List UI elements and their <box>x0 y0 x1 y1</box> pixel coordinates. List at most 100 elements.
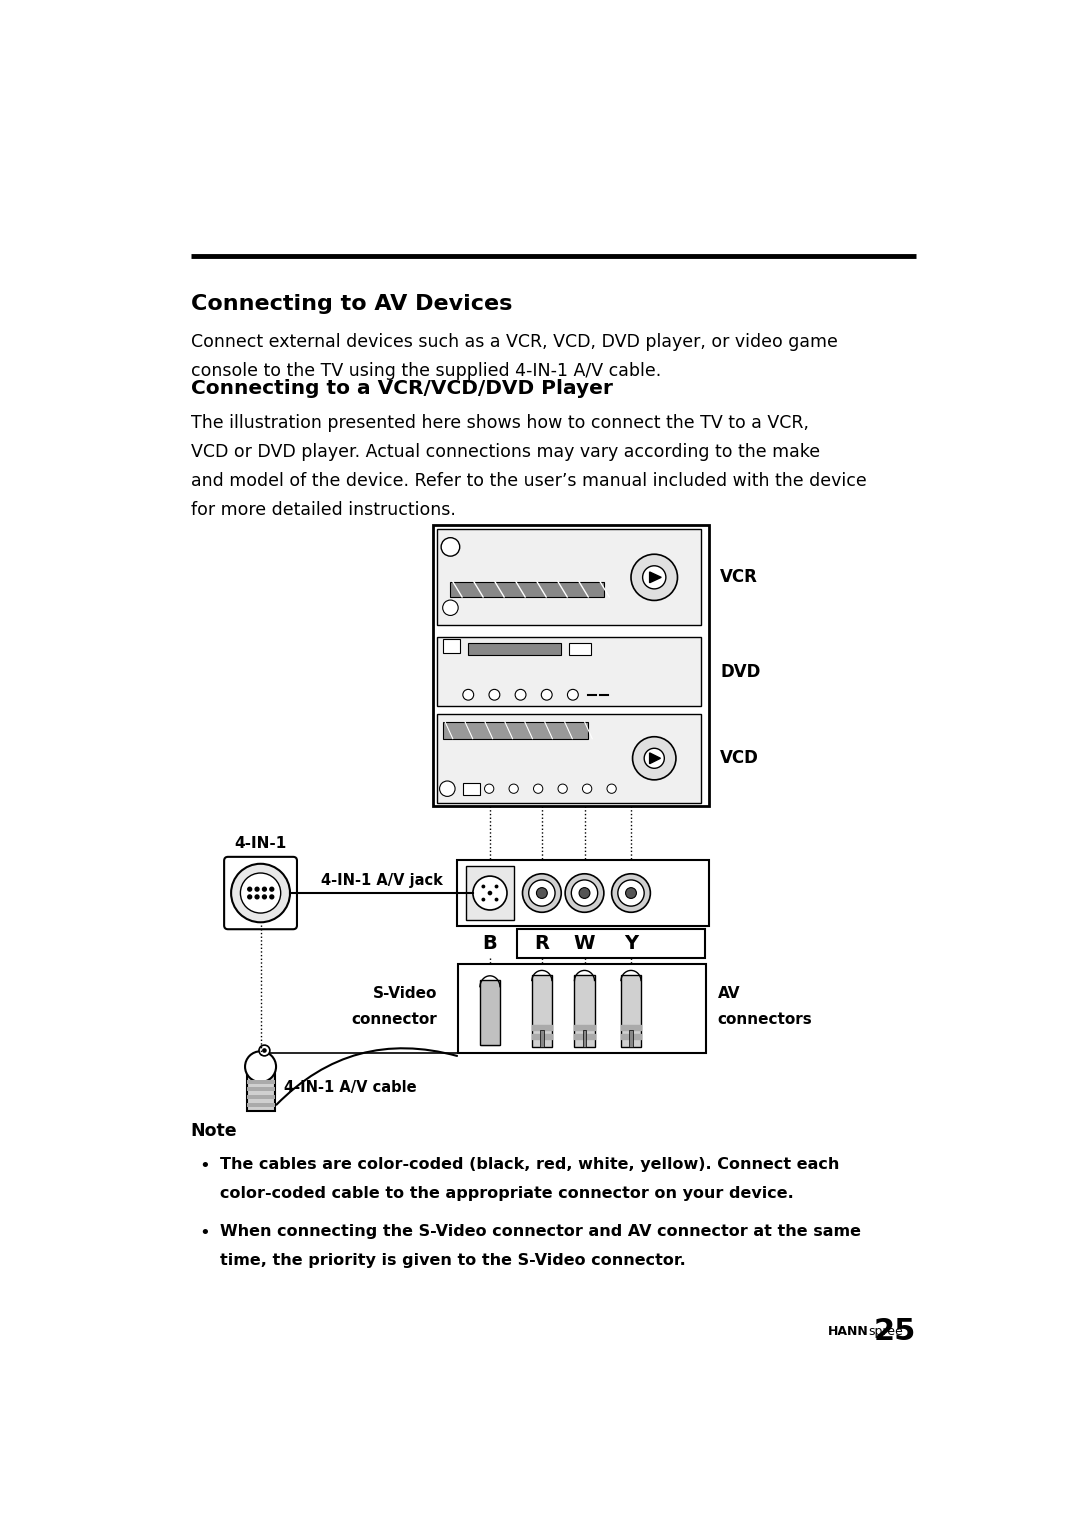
Circle shape <box>440 781 455 797</box>
Text: S-Video: S-Video <box>373 986 437 1001</box>
Circle shape <box>489 690 500 700</box>
Text: time, the priority is given to the S-Video connector.: time, the priority is given to the S-Vid… <box>220 1254 686 1269</box>
Bar <box>621 976 642 1047</box>
Circle shape <box>537 888 548 899</box>
FancyBboxPatch shape <box>225 856 297 930</box>
Text: AV: AV <box>718 986 740 1001</box>
Bar <box>569 644 591 654</box>
Circle shape <box>262 894 267 899</box>
Circle shape <box>565 873 604 913</box>
Polygon shape <box>649 572 661 583</box>
Bar <box>246 1079 274 1084</box>
Circle shape <box>631 553 677 601</box>
Circle shape <box>488 891 492 896</box>
Polygon shape <box>649 752 661 763</box>
Text: spree: spree <box>868 1326 903 1338</box>
Circle shape <box>643 566 666 589</box>
Text: VCD: VCD <box>720 749 759 768</box>
Circle shape <box>245 1052 276 1083</box>
Bar <box>582 1029 586 1047</box>
Circle shape <box>259 1046 270 1057</box>
Bar <box>575 976 595 1047</box>
Text: color-coded cable to the appropriate connector on your device.: color-coded cable to the appropriate con… <box>220 1187 794 1200</box>
Text: Connecting to a VCR/VCD/DVD Player: Connecting to a VCR/VCD/DVD Player <box>191 379 612 398</box>
Circle shape <box>482 885 485 888</box>
Text: R: R <box>535 934 550 953</box>
Circle shape <box>633 737 676 780</box>
Bar <box>443 639 460 653</box>
Circle shape <box>644 748 664 768</box>
Polygon shape <box>443 722 589 739</box>
Text: 4-IN-1 A/V jack: 4-IN-1 A/V jack <box>321 873 443 888</box>
Text: W: W <box>573 934 595 953</box>
Bar <box>480 980 500 1046</box>
Text: connectors: connectors <box>718 1012 812 1027</box>
Circle shape <box>247 887 252 891</box>
Circle shape <box>495 885 499 888</box>
Circle shape <box>607 784 617 794</box>
Text: The cables are color-coded (black, red, white, yellow). Connect each: The cables are color-coded (black, red, … <box>220 1157 839 1171</box>
Circle shape <box>241 873 281 913</box>
Bar <box>246 1102 274 1107</box>
Text: Connect external devices such as a VCR, VCD, DVD player, or video game: Connect external devices such as a VCR, … <box>191 333 838 350</box>
Bar <box>457 861 708 925</box>
Text: 25: 25 <box>874 1316 916 1346</box>
Circle shape <box>618 881 644 907</box>
Text: Note: Note <box>191 1122 238 1141</box>
Text: HANN: HANN <box>827 1326 868 1338</box>
Circle shape <box>441 538 460 557</box>
Bar <box>517 928 704 959</box>
Text: console to the TV using the supplied 4-IN-1 A/V cable.: console to the TV using the supplied 4-I… <box>191 362 661 381</box>
Bar <box>629 1029 633 1047</box>
Bar <box>458 965 706 1053</box>
Text: •: • <box>200 1157 211 1174</box>
Circle shape <box>495 898 499 902</box>
Text: 4-IN-1 A/V cable: 4-IN-1 A/V cable <box>284 1079 417 1095</box>
Circle shape <box>529 881 555 907</box>
Text: Connecting to AV Devices: Connecting to AV Devices <box>191 295 512 315</box>
Bar <box>437 638 701 706</box>
Circle shape <box>473 876 507 910</box>
Circle shape <box>463 690 474 700</box>
Text: DVD: DVD <box>720 662 760 680</box>
Circle shape <box>247 894 252 899</box>
Text: for more detailed instructions.: for more detailed instructions. <box>191 502 456 520</box>
Circle shape <box>231 864 291 922</box>
Bar <box>246 1087 274 1092</box>
Bar <box>540 1029 544 1047</box>
Circle shape <box>255 887 259 891</box>
Circle shape <box>262 1049 267 1053</box>
Bar <box>246 1069 274 1110</box>
Text: B: B <box>483 934 497 953</box>
Circle shape <box>443 599 458 616</box>
Circle shape <box>571 881 597 907</box>
Bar <box>433 526 708 806</box>
Circle shape <box>541 690 552 700</box>
Circle shape <box>625 888 636 899</box>
Circle shape <box>523 873 562 913</box>
Bar <box>463 783 480 795</box>
Bar <box>437 529 701 625</box>
Circle shape <box>270 887 273 891</box>
Text: 4-IN-1: 4-IN-1 <box>234 836 286 850</box>
Bar <box>469 644 562 654</box>
Text: VCD or DVD player. Actual connections may vary according to the make: VCD or DVD player. Actual connections ma… <box>191 443 820 460</box>
Circle shape <box>579 888 590 899</box>
Circle shape <box>567 690 578 700</box>
Text: and model of the device. Refer to the user’s manual included with the device: and model of the device. Refer to the us… <box>191 472 866 491</box>
Circle shape <box>509 784 518 794</box>
Bar <box>531 976 552 1047</box>
Circle shape <box>582 784 592 794</box>
Circle shape <box>534 784 543 794</box>
Text: The illustration presented here shows how to connect the TV to a VCR,: The illustration presented here shows ho… <box>191 414 809 431</box>
Circle shape <box>255 894 259 899</box>
Bar <box>437 714 701 803</box>
Circle shape <box>558 784 567 794</box>
Text: VCR: VCR <box>720 569 758 586</box>
Polygon shape <box>450 581 604 596</box>
Text: •: • <box>200 1225 211 1242</box>
Circle shape <box>262 887 267 891</box>
Circle shape <box>515 690 526 700</box>
Bar <box>246 1095 274 1099</box>
Text: connector: connector <box>351 1012 437 1027</box>
